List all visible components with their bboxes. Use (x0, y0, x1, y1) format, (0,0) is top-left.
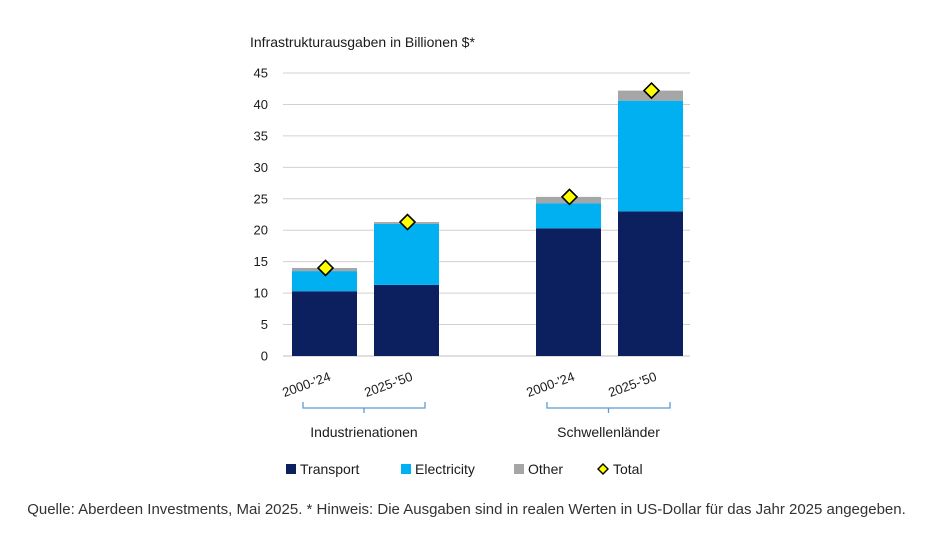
legend-swatch-transport (286, 464, 296, 474)
legend-swatch-other (514, 464, 524, 474)
bar-transport-3 (618, 211, 683, 356)
y-tick-label: 15 (254, 254, 268, 269)
bar-transport-1 (374, 284, 439, 356)
y-tick-label: 0 (261, 349, 268, 364)
bar-electricity-2 (536, 203, 601, 229)
legend: Transport Electricity Other Total (286, 461, 643, 477)
legend-label: Other (528, 461, 563, 477)
x-tick-label: 2000-'24 (280, 369, 332, 400)
bar-transport-0 (292, 291, 357, 356)
y-tick-label: 40 (254, 97, 268, 112)
bars (292, 90, 683, 356)
bar-electricity-3 (618, 100, 683, 212)
group-label: Schwellenländer (557, 424, 660, 440)
y-tick-label: 25 (254, 191, 268, 206)
legend-label: Transport (300, 461, 360, 477)
y-tick-label: 35 (254, 128, 268, 143)
total-markers (316, 81, 661, 277)
y-tick-label: 5 (261, 317, 268, 332)
legend-swatch-total (597, 463, 609, 475)
group-label: Industrienationen (310, 424, 417, 440)
chart: Infrastrukturausgaben in Billionen $* 0 5… (250, 34, 690, 477)
group-labels: Industrienationen Schwellenländer (302, 402, 671, 440)
bar-electricity-0 (292, 271, 357, 292)
bar-electricity-1 (374, 223, 439, 285)
bar-transport-2 (536, 228, 601, 356)
x-axis: 2000-'24 2025-'50 2000-'24 2025-'50 (280, 369, 658, 400)
total-marker-3 (642, 81, 661, 100)
total-marker-0 (316, 259, 335, 277)
legend-label: Electricity (415, 461, 475, 477)
legend-swatch-electricity (401, 464, 411, 474)
chart-title: Infrastrukturausgaben in Billionen $* (250, 34, 475, 50)
total-marker-1 (398, 213, 417, 231)
x-tick-label: 2025-'50 (606, 369, 658, 400)
total-marker-2 (560, 188, 579, 206)
group-bracket (302, 402, 426, 413)
y-axis: 0 5 10 15 20 25 30 35 40 45 (254, 66, 268, 364)
y-tick-label: 20 (254, 223, 268, 238)
x-tick-label: 2000-'24 (524, 369, 576, 400)
y-tick-label: 30 (254, 160, 268, 175)
y-tick-label: 10 (254, 286, 268, 301)
legend-label: Total (613, 461, 643, 477)
x-tick-label: 2025-'50 (362, 369, 414, 400)
group-bracket (546, 402, 671, 413)
source-caption: Quelle: Aberdeen Investments, Mai 2025. … (27, 501, 906, 518)
y-tick-label: 45 (254, 66, 268, 81)
